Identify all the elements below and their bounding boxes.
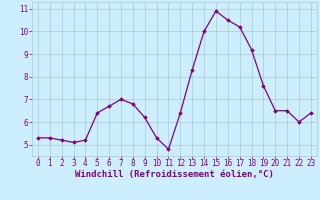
X-axis label: Windchill (Refroidissement éolien,°C): Windchill (Refroidissement éolien,°C) (75, 170, 274, 179)
